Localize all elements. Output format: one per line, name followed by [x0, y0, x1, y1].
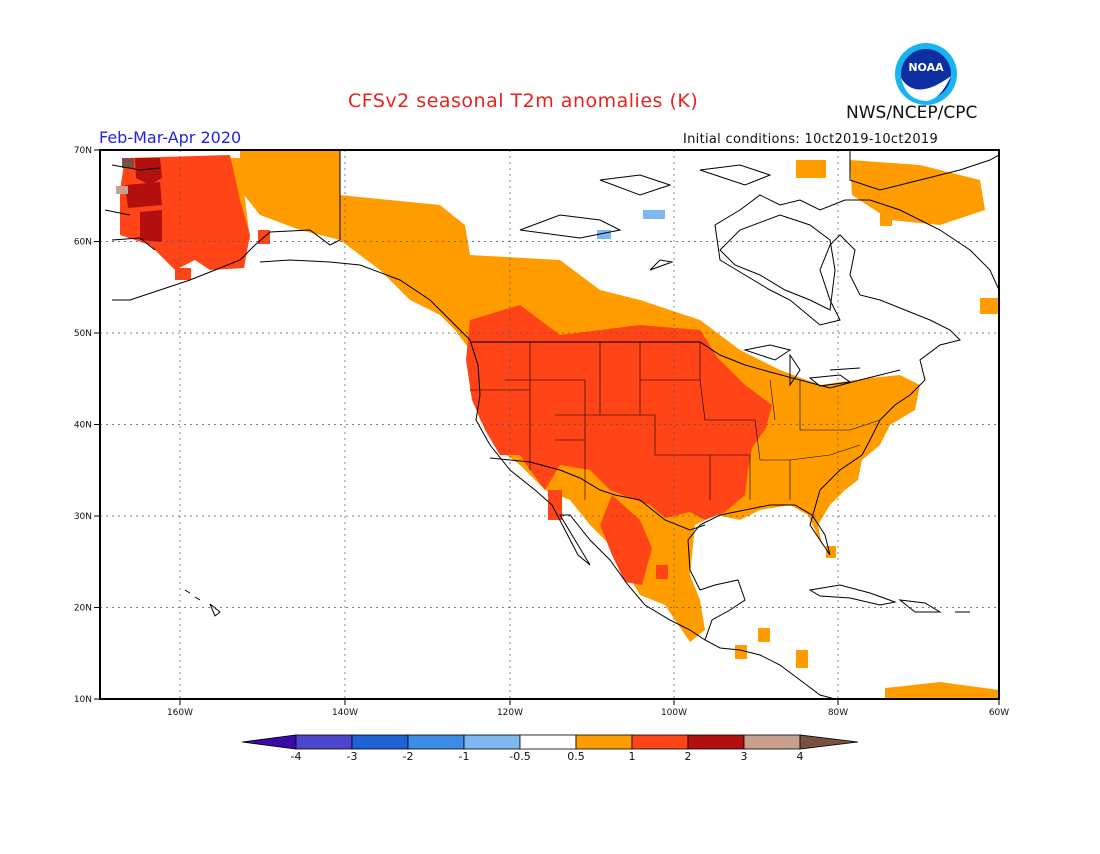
anomaly-cell-orange	[758, 628, 770, 642]
anomaly-region-darkred	[125, 182, 162, 208]
coastline-cuba	[808, 584, 897, 606]
state-lines	[470, 342, 881, 500]
colorbar-cell	[743, 734, 801, 750]
coastline-hudson	[719, 214, 836, 311]
lon-label-160w: 160W	[167, 708, 193, 718]
lat-label-40n: 40N	[74, 421, 92, 431]
colorbar-label: -4	[290, 750, 302, 763]
anomaly-cell-blue	[597, 230, 611, 239]
colorbar-label: -3	[346, 750, 358, 763]
colorbar	[241, 734, 859, 750]
lon-label-60w: 60W	[989, 708, 1009, 718]
anomaly-region-red	[466, 305, 772, 520]
colorbar-cell	[575, 734, 633, 750]
colorbar-cell	[407, 734, 465, 750]
colorbar-cell	[241, 734, 297, 750]
anomaly-cell-orange	[826, 546, 836, 558]
colorbar-cell	[351, 734, 409, 750]
colorbar-cell	[295, 734, 353, 750]
border-us-canada	[470, 341, 901, 389]
colorbar-label: 1	[628, 750, 636, 763]
lon-label-140w: 140W	[332, 708, 358, 718]
tick-marks	[94, 149, 1000, 705]
coastline-arctic-islands	[519, 164, 772, 271]
lat-label-20n: 20N	[74, 604, 92, 614]
anomaly-region-orange-carib	[885, 682, 999, 699]
great-lakes	[743, 344, 861, 387]
colorbar-cell	[463, 734, 521, 750]
colorbar-label: 2	[684, 750, 692, 763]
coastline-islands	[184, 589, 221, 617]
period-label: Feb-Mar-Apr 2020	[99, 128, 242, 147]
anomaly-cell-red	[548, 490, 562, 520]
colorbar-label: 3	[740, 750, 748, 763]
map-title: CFSv2 seasonal T2m anomalies (K)	[348, 90, 699, 112]
anomaly-cell-orange	[735, 645, 747, 659]
coastline-hispaniola	[898, 599, 942, 613]
coastline-greenland	[849, 150, 999, 191]
lat-label-60n: 60N	[74, 238, 92, 248]
anomaly-cell-orange	[880, 212, 892, 226]
colorbar-label: -0.5	[509, 750, 531, 763]
lon-label-100w: 100W	[661, 708, 687, 718]
noaa-logo: NOAA	[894, 42, 958, 106]
lat-label-10n: 10N	[74, 695, 92, 705]
colorbar-label: -2	[402, 750, 414, 763]
colorbar-cell	[687, 734, 745, 750]
lat-label-50n: 50N	[74, 329, 92, 339]
lon-label-120w: 120W	[497, 708, 523, 718]
anomaly-region-darkred	[135, 158, 162, 185]
initial-conditions-label: Initial conditions: 10ct2019-10ct2019	[683, 132, 939, 147]
anomaly-cell-darkred	[122, 158, 134, 168]
coastline-north-america	[112, 150, 999, 699]
colorbar-label: 0.5	[567, 750, 585, 763]
anomaly-cell-red	[175, 268, 191, 280]
agency-label: NWS/NCEP/CPC	[846, 103, 978, 123]
anomaly-region-orange-ne	[850, 160, 985, 225]
lon-label-80w: 80W	[828, 708, 848, 718]
colorbar-cell	[631, 734, 689, 750]
lat-label-30n: 30N	[74, 512, 92, 522]
anomaly-cell-orange	[796, 160, 826, 178]
anomaly-cell-orange	[980, 298, 998, 314]
colorbar-label: 4	[796, 750, 804, 763]
anomaly-cell-orange	[796, 650, 808, 668]
gridlines	[100, 150, 999, 699]
anomaly-cell-lightbrown	[116, 186, 128, 194]
colorbar-cell	[519, 734, 577, 750]
anomaly-region-darkred	[140, 210, 162, 242]
colorbar-cell	[799, 734, 859, 750]
logo-text: NOAA	[908, 61, 944, 74]
colorbar-label: -1	[458, 750, 470, 763]
anomaly-cell-red	[656, 565, 668, 579]
border-us-mexico	[489, 457, 706, 531]
anomaly-region-red-mex	[600, 495, 652, 585]
coastlines	[104, 150, 999, 699]
lon-labels: 160W 140W 120W 100W 80W 60W	[167, 708, 1009, 718]
lat-labels: 70N 60N 50N 40N 30N 20N 10N	[74, 146, 92, 705]
anomaly-fields	[116, 150, 999, 699]
coastline-alaska-west	[104, 164, 161, 251]
anomaly-cell-blue	[643, 210, 665, 219]
lat-label-70n: 70N	[74, 146, 92, 156]
